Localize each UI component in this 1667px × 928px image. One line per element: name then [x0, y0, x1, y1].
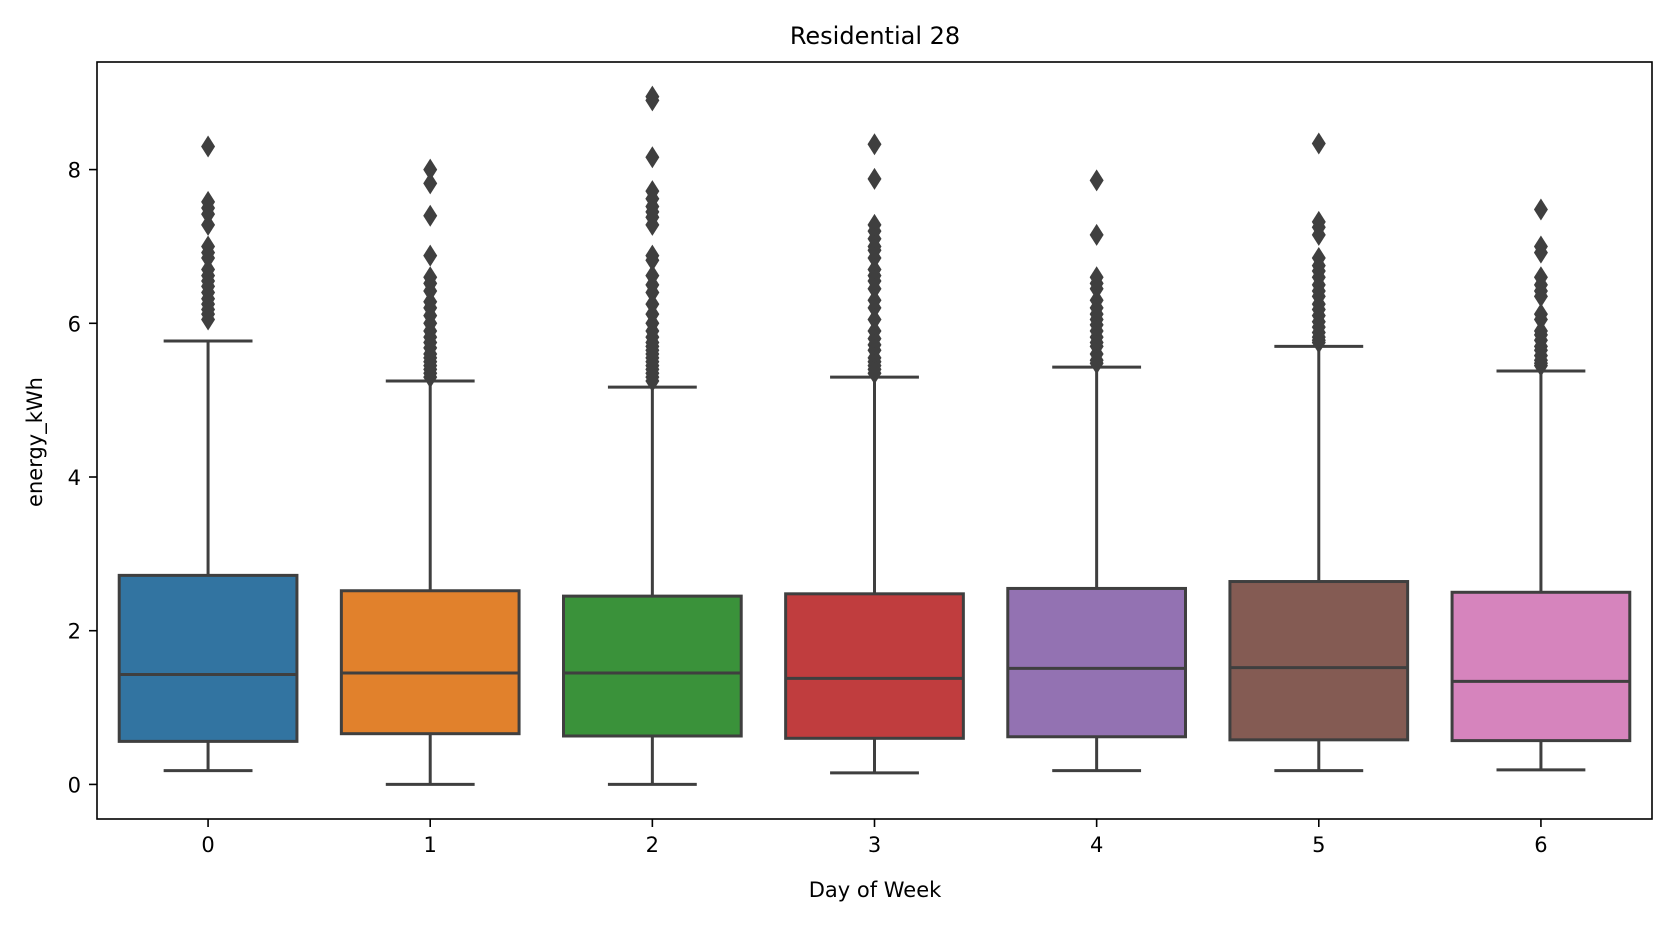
x-tick-label: 5 — [1312, 833, 1325, 857]
outlier-point — [867, 133, 882, 156]
outlier-point — [867, 246, 882, 269]
outlier-point — [867, 296, 882, 319]
x-tick-label: 6 — [1534, 833, 1547, 857]
outlier-point — [423, 366, 438, 389]
x-axis-label: Day of Week — [809, 878, 942, 902]
outlier-point — [1089, 223, 1104, 246]
outlier-point — [645, 146, 660, 169]
outlier-point — [1089, 352, 1104, 375]
box-group-1 — [339, 158, 521, 786]
y-tick-label: 0 — [68, 773, 81, 797]
chart-title: Residential 28 — [790, 22, 960, 50]
box-group-5 — [1228, 132, 1410, 773]
box-group-2 — [562, 85, 743, 786]
outlier-point — [1533, 285, 1548, 308]
outlier-point — [867, 277, 882, 300]
iqr-box — [1006, 586, 1187, 739]
x-tick-label: 2 — [646, 833, 659, 857]
x-tick-label: 4 — [1090, 833, 1103, 857]
y-tick-label: 6 — [68, 312, 81, 336]
outlier-point — [201, 213, 216, 236]
box-group-4 — [1006, 169, 1187, 773]
iqr-box — [1228, 580, 1410, 742]
outlier-point — [645, 281, 660, 304]
outlier-point — [867, 362, 882, 385]
outlier-point — [1533, 354, 1548, 377]
outlier-point — [867, 308, 882, 331]
outlier-point — [423, 244, 438, 267]
axes: 0 2 4 6 8 0 1 2 3 4 5 6 — [68, 61, 1653, 857]
x-tick-label: 0 — [201, 833, 214, 857]
y-tick-label: 2 — [68, 620, 81, 644]
y-tick-label: 4 — [68, 466, 81, 490]
outlier-point — [1089, 277, 1104, 300]
iqr-box — [117, 573, 299, 743]
outlier-point — [867, 167, 882, 190]
iqr-box — [784, 592, 965, 740]
iqr-box — [1450, 590, 1632, 743]
outlier-point — [1311, 331, 1326, 354]
outlier-point — [645, 369, 660, 392]
outlier-point — [1533, 241, 1548, 264]
box-group-0 — [117, 135, 299, 773]
outlier-point — [1311, 223, 1326, 246]
outlier-point — [1533, 198, 1548, 221]
iqr-box — [562, 594, 743, 738]
outlier-point — [423, 172, 438, 195]
x-tick-label: 3 — [868, 833, 881, 857]
y-axis-label: energy_kWh — [23, 377, 48, 507]
outlier-point — [201, 135, 216, 158]
outlier-point — [423, 158, 438, 181]
x-tick-label: 1 — [424, 833, 437, 857]
outlier-point — [201, 308, 216, 331]
box-group-6 — [1450, 198, 1632, 772]
outlier-point — [645, 89, 660, 112]
outlier-point — [1533, 308, 1548, 331]
outlier-point — [1311, 132, 1326, 155]
outlier-point — [1089, 169, 1104, 192]
plot-area — [117, 85, 1632, 786]
box-group-3 — [784, 133, 965, 775]
outlier-point — [645, 213, 660, 236]
y-tick-label: 8 — [68, 159, 81, 183]
iqr-box — [339, 589, 521, 736]
outlier-point — [201, 246, 216, 269]
outlier-point — [645, 249, 660, 272]
outlier-point — [423, 204, 438, 227]
